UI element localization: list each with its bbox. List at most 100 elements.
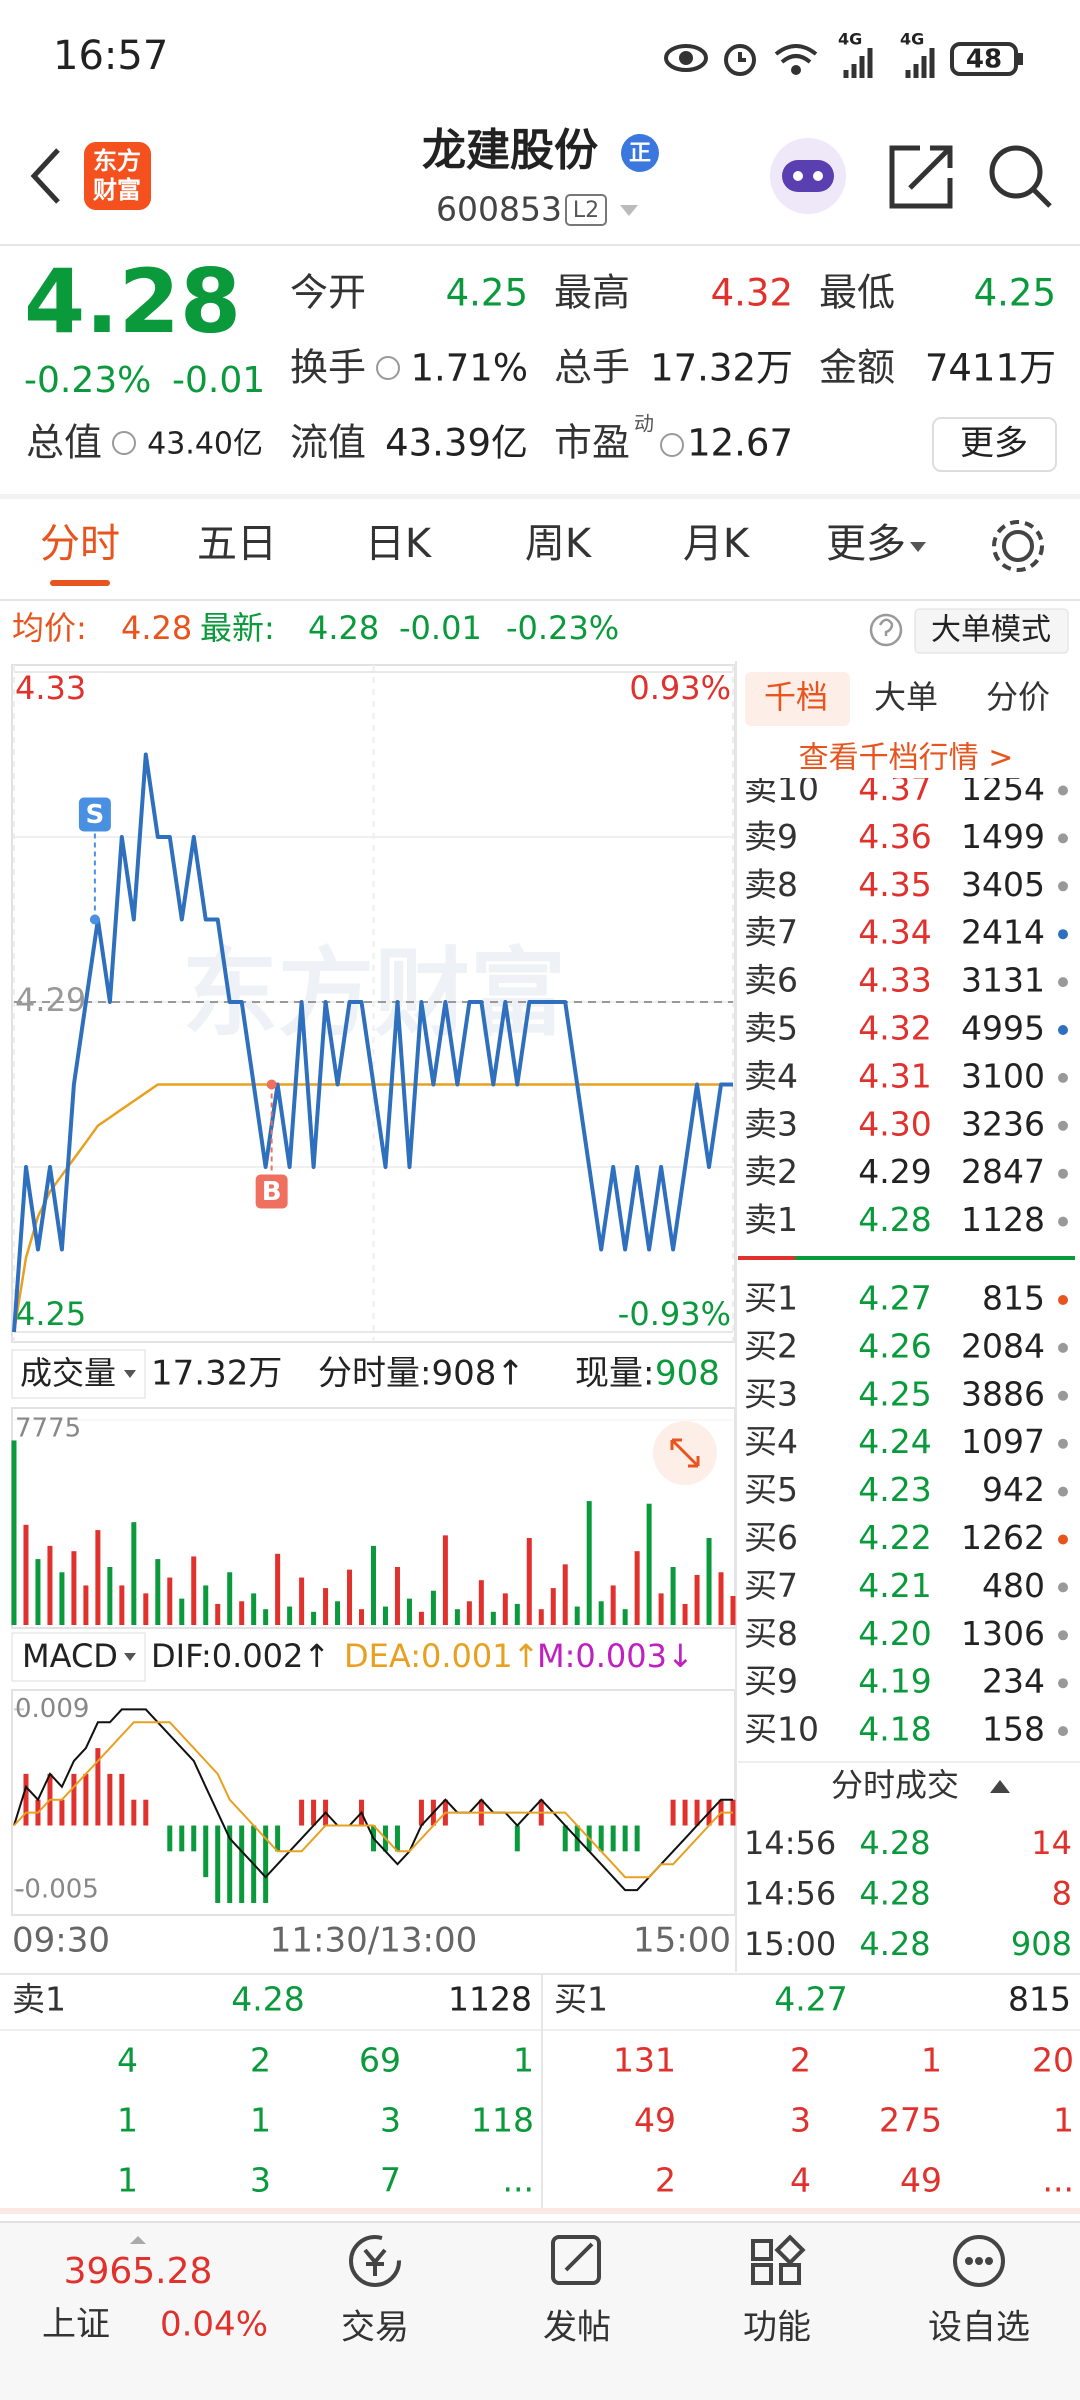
assistant-avatar[interactable] xyxy=(770,138,846,214)
expand-button[interactable] xyxy=(653,1421,717,1485)
expand-button[interactable] xyxy=(670,1438,700,1468)
volume-bar xyxy=(59,1572,65,1625)
nav-icons[interactable] xyxy=(985,2257,993,2265)
book-qty: 234 xyxy=(982,1662,1045,1701)
nav-item[interactable]: 功能 xyxy=(743,2308,811,2348)
volume-bar xyxy=(562,1564,568,1625)
info-icons[interactable] xyxy=(112,431,136,455)
selector-arrow[interactable] xyxy=(124,1370,136,1378)
search-button[interactable] xyxy=(989,145,1043,199)
volume-bar xyxy=(586,1501,592,1625)
search-button[interactable] xyxy=(1032,188,1052,208)
tab[interactable]: 更多 xyxy=(826,521,906,567)
y-tick-label: 4.33 xyxy=(15,669,86,707)
code-dropdown[interactable] xyxy=(620,205,638,216)
bottom-nav xyxy=(0,2222,1080,2400)
help-icon[interactable] xyxy=(869,613,903,647)
assistant-avatar[interactable] xyxy=(782,160,834,192)
index-value[interactable]: 3965.28 xyxy=(64,2251,213,2292)
trades-title[interactable]: 分时成交 xyxy=(831,1766,959,1804)
share-button[interactable] xyxy=(889,145,953,209)
book-label: 买1 xyxy=(744,1279,798,1318)
book-dot xyxy=(1058,1438,1068,1449)
field-label: 市盈 xyxy=(554,421,630,465)
book-price: 4.24 xyxy=(858,1422,931,1461)
assistant-avatar[interactable] xyxy=(813,171,823,181)
tab[interactable]: 五日 xyxy=(197,521,277,567)
volume-selector[interactable]: 成交量 xyxy=(20,1354,116,1392)
book-price: 4.18 xyxy=(858,1710,931,1749)
macd-selector[interactable]: MACD xyxy=(22,1637,118,1675)
nav-item[interactable]: 交易 xyxy=(341,2308,409,2348)
book-tab[interactable]: 大单 xyxy=(874,678,938,716)
queue-qty: 815 xyxy=(1008,1980,1071,2019)
nav-item[interactable]: 发帖 xyxy=(543,2308,611,2348)
queue-order: 2 xyxy=(250,2041,271,2080)
volume-bar xyxy=(95,1530,101,1625)
info-icons[interactable] xyxy=(376,356,400,380)
volume-selector[interactable] xyxy=(11,1349,146,1399)
volume-bar xyxy=(514,1603,520,1625)
index-change[interactable]: 0.04% xyxy=(160,2305,268,2345)
share-button[interactable] xyxy=(889,145,953,209)
tab[interactable]: 周K xyxy=(525,521,593,567)
nav-icons[interactable] xyxy=(751,2239,773,2261)
queue-order: 1 xyxy=(921,2041,942,2080)
help-icon[interactable] xyxy=(869,613,903,647)
trades-toggle[interactable] xyxy=(990,1780,1010,1793)
search-button[interactable] xyxy=(989,145,1052,208)
nav-icons[interactable] xyxy=(564,2242,594,2272)
stock-code: 600853 xyxy=(436,190,562,229)
tab-dropdown[interactable] xyxy=(910,542,926,552)
share-button[interactable] xyxy=(908,145,953,190)
nav-icons[interactable] xyxy=(965,2257,973,2265)
nav-icons[interactable] xyxy=(774,2234,806,2266)
back-button[interactable] xyxy=(30,148,60,204)
field-value: 43.39亿 xyxy=(385,422,528,465)
nav-icons[interactable] xyxy=(751,2263,773,2285)
mode-button[interactable]: 大单模式 xyxy=(931,613,1051,648)
macd-selector[interactable] xyxy=(11,1632,146,1682)
assistant-avatar[interactable] xyxy=(793,171,803,181)
nav-item[interactable]: 设自选 xyxy=(928,2308,1030,2348)
status-icons xyxy=(664,44,708,72)
book-tab[interactable]: 千档 xyxy=(764,678,828,716)
help-icon[interactable] xyxy=(878,618,894,636)
selector-arrow[interactable] xyxy=(124,1653,136,1661)
nav-icons[interactable] xyxy=(349,2234,1005,2287)
index-name[interactable]: 上证 xyxy=(42,2305,110,2345)
volume-now: 908 xyxy=(655,1354,720,1394)
x-tick-label: 15:00 xyxy=(633,1921,731,1961)
mode-button[interactable] xyxy=(914,608,1069,654)
volume-bar xyxy=(131,1522,137,1625)
info-icons[interactable] xyxy=(112,356,684,457)
nav-icons[interactable] xyxy=(953,2235,1005,2287)
volume-bar xyxy=(227,1572,233,1625)
book-price: 4.21 xyxy=(858,1566,931,1605)
tab[interactable]: 日K xyxy=(365,521,433,567)
index-caret[interactable] xyxy=(130,2236,146,2244)
nav-icons[interactable] xyxy=(975,2257,983,2265)
settings-button[interactable] xyxy=(992,520,1044,572)
nav-icons[interactable] xyxy=(551,2235,601,2285)
nav-icons[interactable] xyxy=(363,2248,387,2276)
book-link[interactable]: 查看千档行情 > xyxy=(799,741,1014,776)
tab[interactable]: 月K xyxy=(683,521,751,567)
tab[interactable]: 分时 xyxy=(40,521,120,567)
book-tab[interactable]: 分价 xyxy=(986,678,1050,716)
more-button[interactable]: 更多 xyxy=(960,424,1028,464)
book-qty: 480 xyxy=(982,1566,1045,1605)
settings-button[interactable] xyxy=(992,520,1044,572)
volume-bar xyxy=(155,1559,161,1625)
settings-button[interactable] xyxy=(1002,530,1034,562)
book-price: 4.35 xyxy=(858,865,931,904)
nav-icons[interactable] xyxy=(349,2235,401,2287)
more-button[interactable] xyxy=(932,417,1057,472)
book-qty: 2847 xyxy=(961,1152,1045,1191)
nav-icons[interactable] xyxy=(779,2263,801,2285)
info-icons[interactable] xyxy=(660,433,684,457)
active-tab-bg xyxy=(745,672,850,726)
book-dot xyxy=(1058,1486,1068,1497)
volume-bar xyxy=(191,1556,197,1625)
volume-bar xyxy=(215,1603,221,1625)
